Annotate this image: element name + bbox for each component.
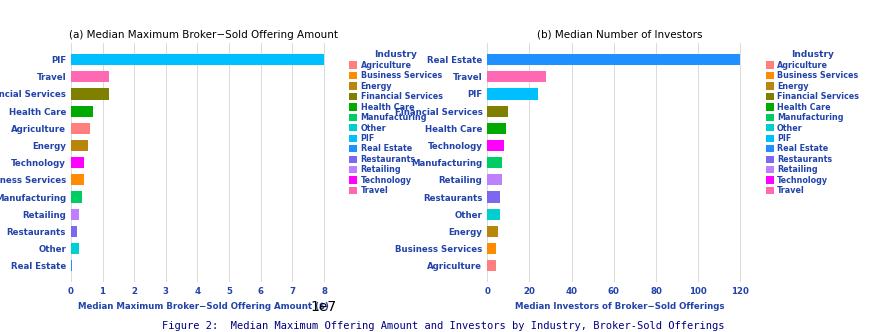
- Bar: [487, 71, 547, 82]
- Bar: [487, 88, 538, 100]
- X-axis label: Median Investors of Broker−Sold Offerings: Median Investors of Broker−Sold Offering…: [516, 301, 725, 311]
- Bar: [71, 88, 109, 100]
- Bar: [487, 123, 506, 134]
- Bar: [487, 243, 496, 254]
- Bar: [487, 54, 741, 65]
- Bar: [487, 140, 504, 151]
- Bar: [71, 208, 79, 220]
- Title: (a) Median Maximum Broker−Sold Offering Amount: (a) Median Maximum Broker−Sold Offering …: [69, 30, 338, 40]
- Bar: [487, 157, 502, 168]
- Bar: [487, 260, 496, 271]
- Bar: [71, 123, 89, 134]
- Bar: [71, 157, 83, 168]
- Bar: [71, 140, 89, 151]
- Bar: [71, 226, 77, 237]
- Bar: [487, 106, 509, 117]
- Bar: [71, 106, 93, 117]
- Bar: [71, 174, 83, 186]
- Legend: Agriculture, Business Services, Energy, Financial Services, Health Care, Manufac: Agriculture, Business Services, Energy, …: [346, 47, 446, 199]
- Legend: Agriculture, Business Services, Energy, Financial Services, Health Care, Manufac: Agriculture, Business Services, Energy, …: [763, 47, 862, 199]
- Text: Figure 2:  Median Maximum Offering Amount and Investors by Industry, Broker-Sold: Figure 2: Median Maximum Offering Amount…: [162, 321, 724, 331]
- Bar: [71, 243, 79, 254]
- Bar: [71, 192, 82, 203]
- Title: (b) Median Number of Investors: (b) Median Number of Investors: [538, 30, 703, 40]
- Bar: [487, 208, 500, 220]
- Bar: [487, 174, 502, 186]
- Bar: [487, 192, 500, 203]
- Bar: [71, 54, 324, 65]
- X-axis label: Median Maximum Broker−Sold Offering Amount ($): Median Maximum Broker−Sold Offering Amou…: [78, 301, 330, 311]
- Bar: [71, 71, 109, 82]
- Bar: [487, 226, 498, 237]
